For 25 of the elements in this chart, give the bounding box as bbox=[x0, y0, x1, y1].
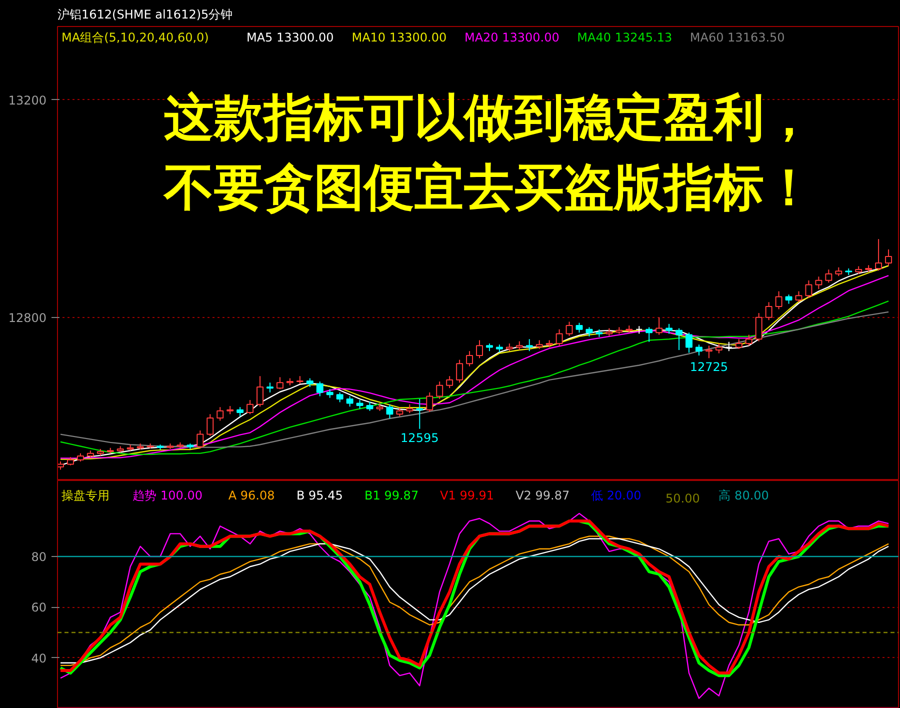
y-tick-label: 13200 bbox=[8, 93, 47, 108]
ref-line-label: 50.00 bbox=[666, 492, 700, 506]
text: MA20 13300.00 bbox=[464, 30, 560, 44]
text: B 95.45 bbox=[296, 488, 343, 502]
y-tick-label: 60 bbox=[31, 600, 47, 615]
text: V1 99.91 bbox=[440, 488, 494, 502]
text: B1 99.87 bbox=[364, 488, 419, 502]
text: 趋势 100.00 bbox=[132, 488, 203, 502]
legend-title: MA组合(5,10,20,40,60,0) bbox=[62, 30, 209, 44]
y-tick-label: 80 bbox=[31, 550, 47, 564]
text: 这款指标可以做到稳定盈利，不要贪图便宜去买盗版指标！ bbox=[163, 88, 814, 216]
chart-title: 沪铝1612(SHME al1612)5分钟 bbox=[58, 8, 233, 22]
ref-line-label: 低 20.00 bbox=[591, 488, 642, 502]
annotation: 12725 bbox=[690, 360, 728, 374]
annotation: V2 99.87 bbox=[516, 488, 570, 502]
y-tick-label: 40 bbox=[31, 651, 47, 666]
text: MA40 13245.13 bbox=[577, 30, 672, 44]
y-tick-label: 12800 bbox=[8, 310, 47, 325]
legend-title: 操盘专用 bbox=[62, 488, 110, 502]
text: A 96.08 bbox=[228, 488, 275, 502]
annotation: 12595 bbox=[400, 430, 439, 445]
text: MA10 13300.00 bbox=[352, 30, 447, 44]
text: MA60 13163.50 bbox=[690, 30, 785, 44]
text: MA5 13300.00 bbox=[246, 30, 334, 44]
ref-line-label: 高 80.00 bbox=[718, 488, 769, 502]
